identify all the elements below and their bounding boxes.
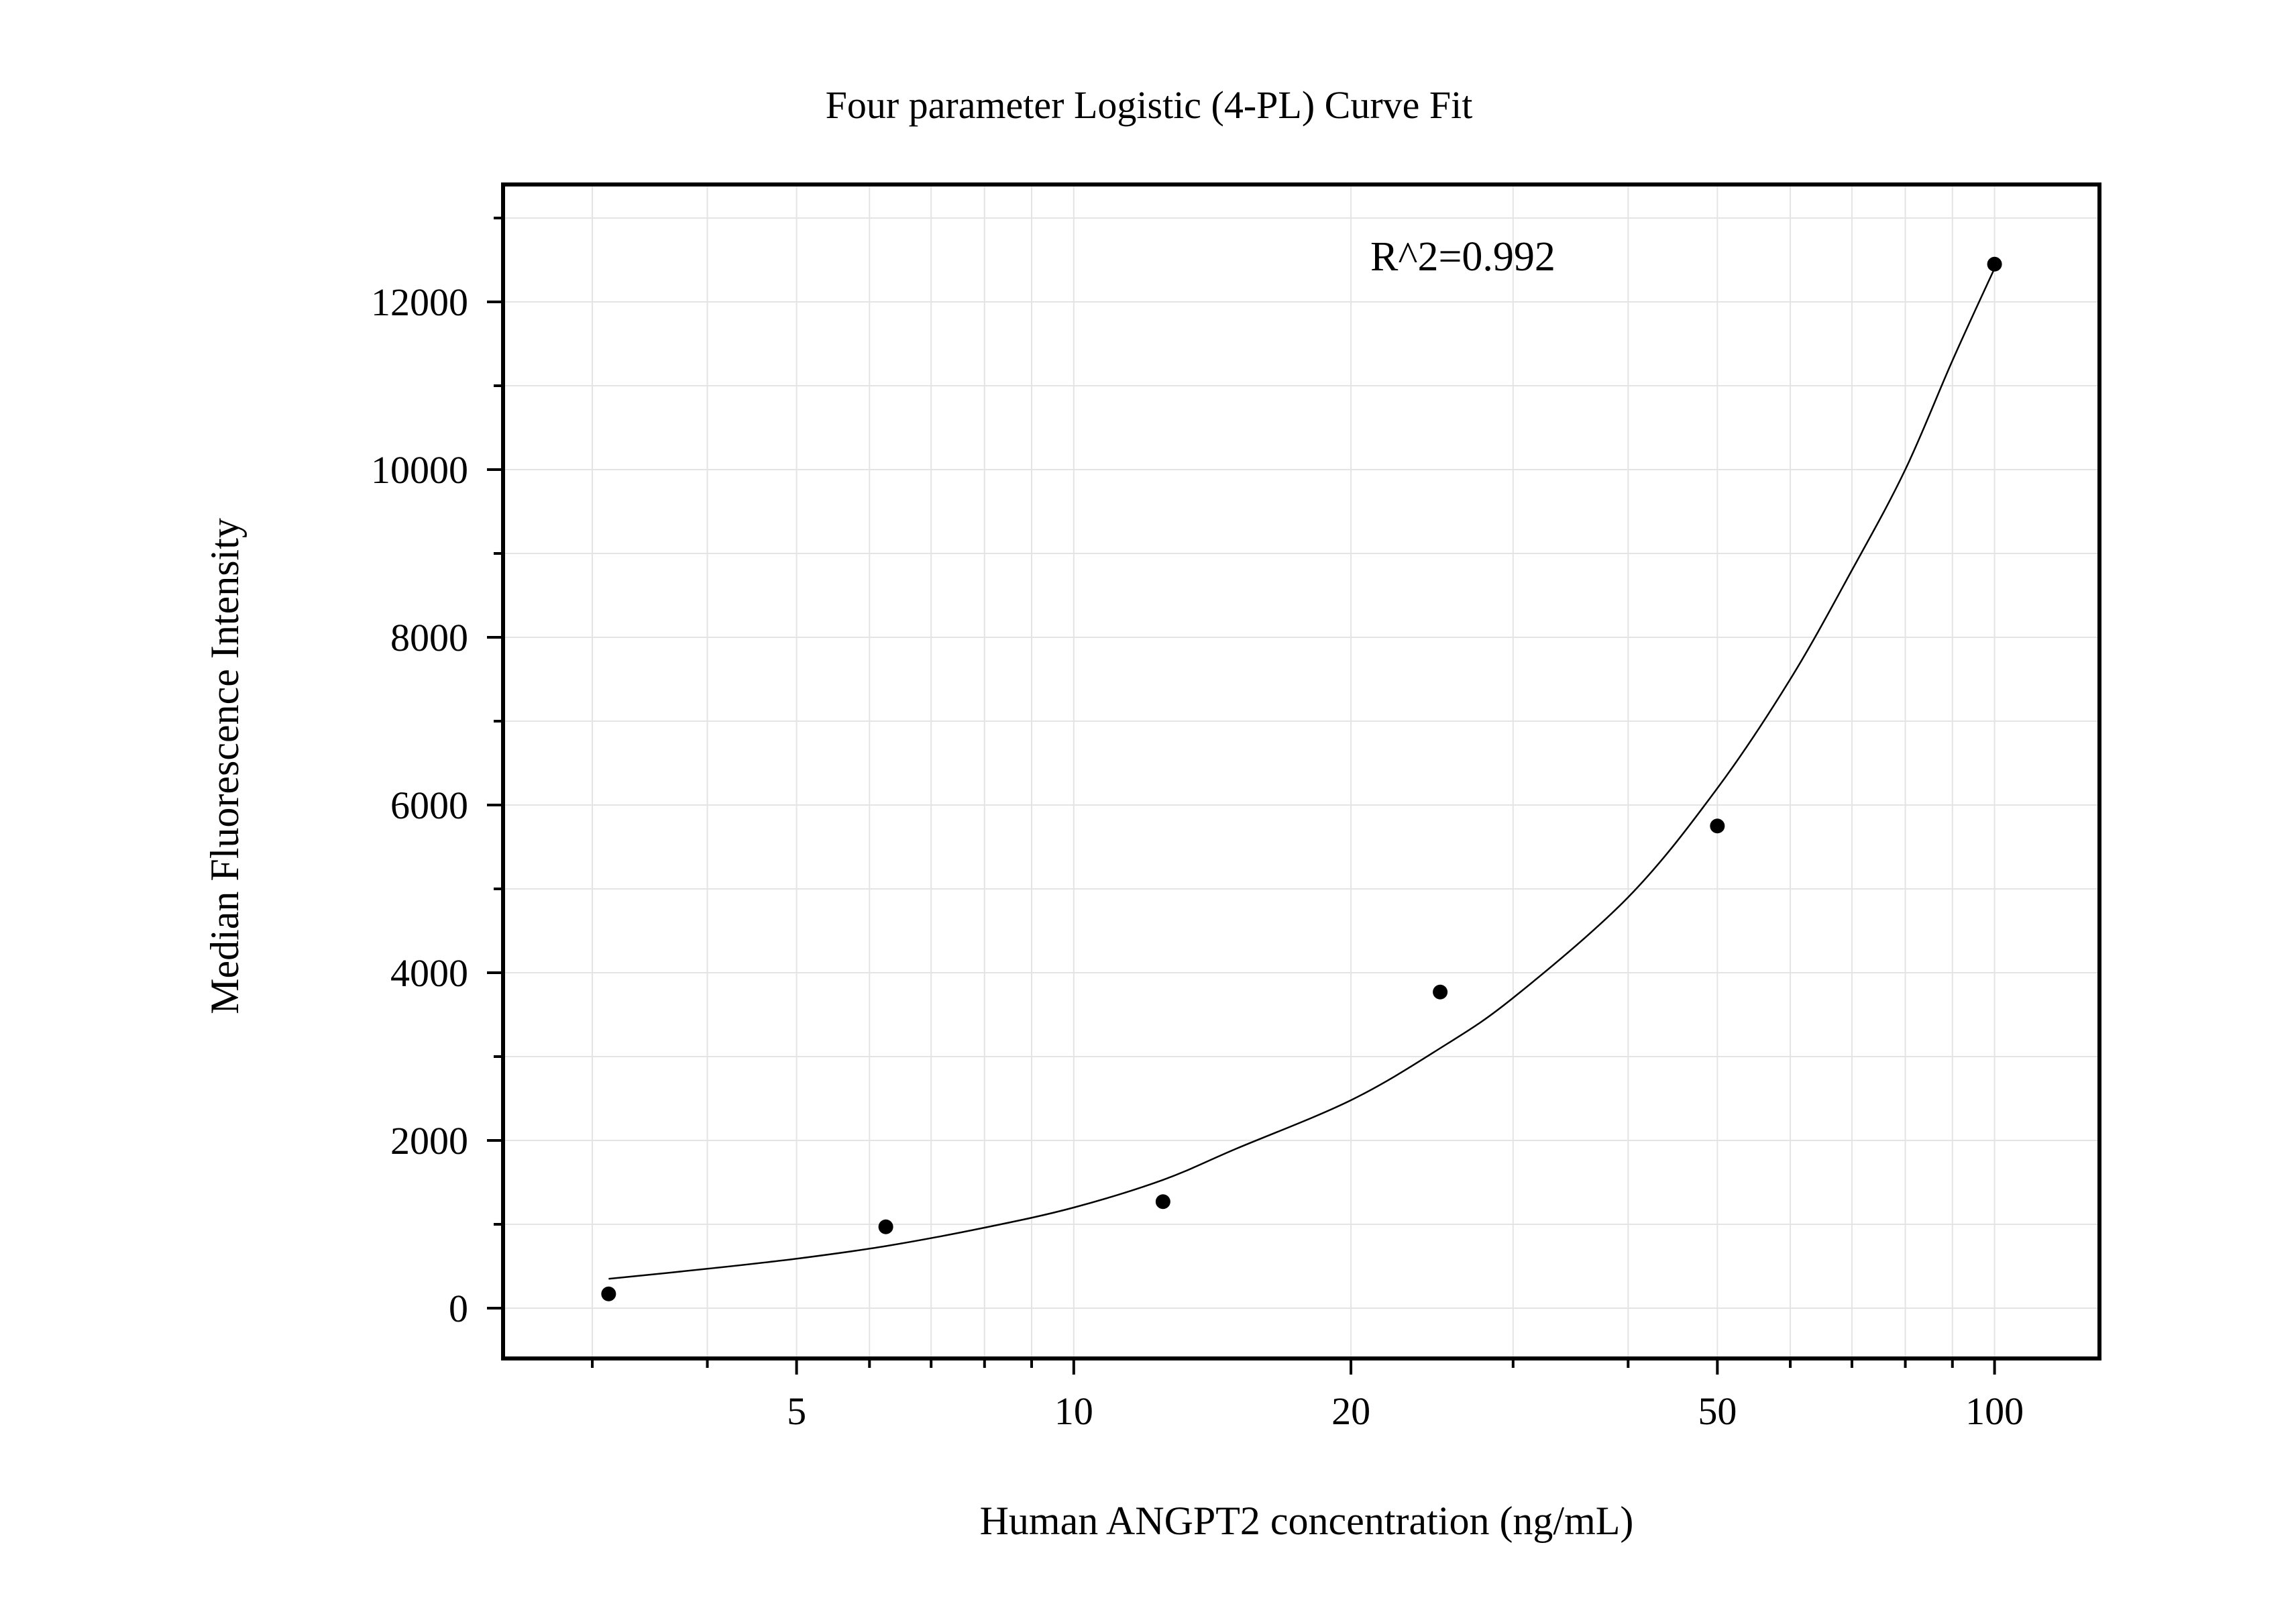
y-tick-label: 12000 (371, 280, 468, 324)
data-point (601, 1286, 616, 1301)
y-tick-label: 6000 (390, 784, 468, 827)
data-point (1433, 984, 1448, 1000)
data-points (601, 256, 2002, 1301)
data-point (878, 1219, 893, 1234)
y-tick-label: 8000 (390, 616, 468, 659)
x-tick-label: 10 (1054, 1389, 1093, 1433)
x-tick-label: 20 (1331, 1389, 1370, 1433)
y-tick-label: 2000 (390, 1119, 468, 1163)
x-tick-label: 50 (1698, 1389, 1737, 1433)
grid (503, 184, 2099, 1358)
x-tick-label: 100 (1965, 1389, 2024, 1433)
chart-title: Four parameter Logistic (4-PL) Curve Fit (826, 83, 1473, 127)
y-tick-label: 10000 (371, 448, 468, 492)
data-point (1987, 256, 2002, 272)
axis-ticks (487, 217, 1996, 1375)
fit-curve (608, 268, 1996, 1280)
plot-frame (501, 182, 2101, 1360)
y-tick-label: 4000 (390, 951, 468, 995)
fit-curve-layer (608, 268, 1996, 1280)
data-point (1710, 818, 1725, 834)
data-point (1155, 1194, 1170, 1210)
r-squared-annotation: R^2=0.992 (1370, 234, 1555, 280)
x-axis-label: Human ANGPT2 concentration (ng/mL) (980, 1499, 1634, 1543)
y-axis-label: Median Fluorescence Intensity (203, 518, 247, 1014)
tick-labels: 5 10 20 50 100 0 2000 4000 6000 8000 10000 12000 (371, 280, 2024, 1433)
y-tick-label: 0 (449, 1287, 468, 1330)
x-tick-label: 5 (787, 1389, 806, 1433)
